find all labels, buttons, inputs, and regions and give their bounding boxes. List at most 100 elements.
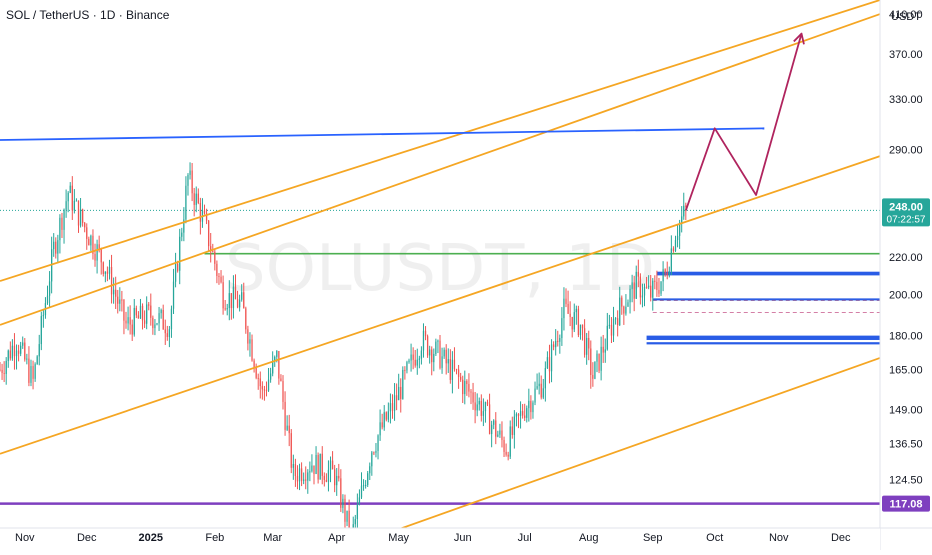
candle-body <box>46 295 49 304</box>
candle-body <box>185 185 187 220</box>
price-tick-label: 330.00 <box>889 94 923 106</box>
candle-body <box>561 318 563 339</box>
candle-body <box>317 455 319 480</box>
candle-body <box>179 236 181 271</box>
candle-body <box>381 422 383 428</box>
candle-body <box>146 304 148 324</box>
candle-body <box>652 280 654 298</box>
candle-body <box>96 244 98 261</box>
candle-body <box>30 366 32 383</box>
time-tick-label: Nov <box>769 532 789 544</box>
candle-body <box>575 308 577 313</box>
candle-body <box>383 412 385 428</box>
candle-body <box>26 358 28 360</box>
time-tick-label: Jun <box>454 532 472 544</box>
candle-body <box>234 286 237 300</box>
candle-body <box>296 475 299 482</box>
candle-body <box>249 339 251 344</box>
candle-body <box>298 468 301 482</box>
candle-body <box>449 359 451 380</box>
candle-body <box>7 350 9 361</box>
candle-body <box>100 248 102 263</box>
candle-body <box>329 460 332 470</box>
candle-body <box>53 241 55 250</box>
current-price-value: 248.00 <box>889 201 923 213</box>
channel-line-3 <box>0 155 881 455</box>
candle-body <box>135 307 137 316</box>
candle-body <box>683 205 685 217</box>
projection-path <box>684 33 803 211</box>
candle-body <box>526 408 528 418</box>
candle-body <box>17 350 20 354</box>
candle-body <box>127 317 129 324</box>
candle-body <box>340 478 342 508</box>
price-tick-label: 180.00 <box>889 331 923 343</box>
candle-body <box>20 345 22 354</box>
candle-body <box>288 425 290 434</box>
candle-body <box>84 222 86 228</box>
support-price-badge <box>882 495 930 512</box>
candle-body <box>168 329 171 337</box>
candle-body <box>424 330 427 337</box>
candle-body <box>391 403 394 411</box>
candle-body <box>57 240 59 254</box>
symbol-title[interactable]: SOL / TetherUS · 1D · Binance <box>6 8 170 22</box>
candle-body <box>435 341 437 354</box>
candle-body <box>464 381 466 395</box>
candle-body <box>548 357 551 372</box>
candle-body <box>79 209 82 226</box>
time-tick-label: Sep <box>643 532 663 544</box>
candle-body <box>272 360 274 374</box>
candle-body <box>672 248 675 252</box>
candle-body <box>222 282 224 309</box>
candle-body <box>621 297 623 307</box>
candle-body <box>509 426 511 457</box>
candle-body <box>160 309 162 314</box>
candle-body <box>608 324 611 326</box>
candle-body <box>581 324 584 329</box>
symbol-watermark: SOLUSDT, 1D <box>225 232 655 306</box>
candle-body <box>362 485 365 487</box>
candle-body <box>81 209 84 223</box>
channel-line-4 <box>350 357 881 548</box>
candle-body <box>524 415 526 418</box>
candle-body <box>203 210 206 214</box>
candle-body <box>125 320 127 324</box>
candle-body <box>579 324 582 336</box>
candle-body <box>290 433 292 468</box>
candle-body <box>422 330 425 351</box>
bar-countdown: 07:22:57 <box>887 214 926 225</box>
candle-body <box>658 289 660 294</box>
candle-body <box>474 402 476 411</box>
candle-body <box>40 316 42 345</box>
candle-body <box>75 200 78 202</box>
candle-body <box>205 213 208 221</box>
candle-body <box>674 240 677 252</box>
price-tick-label: 124.50 <box>889 475 923 487</box>
candle-body <box>286 425 288 430</box>
candle-body <box>278 350 280 379</box>
candle-body <box>488 404 491 435</box>
candle-body <box>600 346 602 371</box>
candle-body <box>94 253 96 261</box>
candle-body <box>647 285 650 288</box>
candle-body <box>542 388 544 398</box>
candle-body <box>499 430 501 435</box>
candle-body <box>666 272 668 276</box>
candle-body <box>590 348 592 375</box>
candle-body <box>681 216 683 223</box>
candle-body <box>426 336 429 356</box>
candle-body <box>307 472 309 481</box>
currency-unit-label: USDT <box>891 11 921 23</box>
candle-body <box>162 309 164 330</box>
channel-line-1 <box>0 0 881 282</box>
candle-body <box>375 451 377 453</box>
candle-body <box>143 320 146 324</box>
candle-body <box>606 325 608 350</box>
candle-body <box>592 374 594 379</box>
candle-body <box>199 202 202 222</box>
candle-body <box>133 307 135 335</box>
candle-body <box>379 422 381 436</box>
